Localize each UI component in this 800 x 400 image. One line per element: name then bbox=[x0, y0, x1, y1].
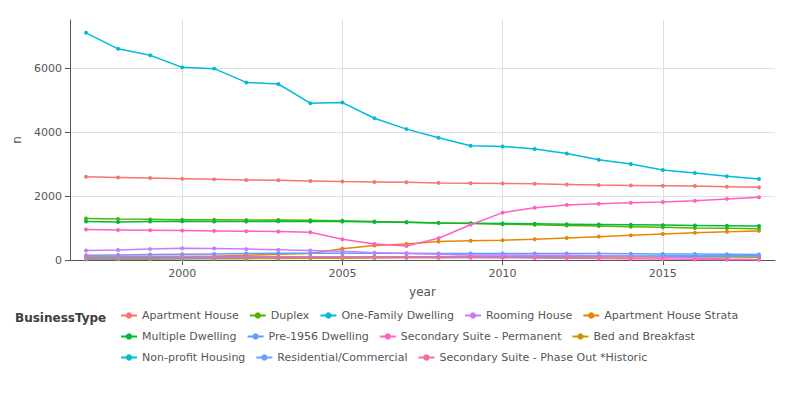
svg-text:Multiple Dwelling: Multiple Dwelling bbox=[142, 330, 237, 343]
svg-text:2000: 2000 bbox=[168, 267, 196, 280]
svg-text:Residential/Commercial: Residential/Commercial bbox=[277, 351, 407, 364]
svg-text:Apartment House: Apartment House bbox=[142, 309, 239, 322]
svg-text:Non-profit Housing: Non-profit Housing bbox=[142, 351, 245, 364]
svg-text:Rooming House: Rooming House bbox=[486, 309, 573, 322]
svg-text:2010: 2010 bbox=[489, 267, 517, 280]
svg-text:Pre-1956 Dwelling: Pre-1956 Dwelling bbox=[269, 330, 369, 343]
svg-text:0: 0 bbox=[55, 254, 62, 267]
svg-text:Secondary Suite - Phase Out *H: Secondary Suite - Phase Out *Historic bbox=[439, 351, 647, 364]
svg-text:year: year bbox=[409, 285, 436, 299]
svg-text:One-Family Dwelling: One-Family Dwelling bbox=[341, 309, 454, 322]
svg-text:n: n bbox=[10, 136, 24, 144]
svg-text:2015: 2015 bbox=[649, 267, 677, 280]
svg-text:BusinessType: BusinessType bbox=[15, 311, 106, 325]
svg-text:Bed and Breakfast: Bed and Breakfast bbox=[593, 330, 695, 343]
svg-text:2005: 2005 bbox=[328, 267, 356, 280]
svg-text:Secondary Suite - Permanent: Secondary Suite - Permanent bbox=[401, 330, 562, 343]
svg-text:4000: 4000 bbox=[34, 126, 62, 139]
svg-text:Duplex: Duplex bbox=[271, 309, 310, 322]
svg-text:Apartment House Strata: Apartment House Strata bbox=[604, 309, 738, 322]
svg-text:2000: 2000 bbox=[34, 190, 62, 203]
svg-text:6000: 6000 bbox=[34, 62, 62, 75]
